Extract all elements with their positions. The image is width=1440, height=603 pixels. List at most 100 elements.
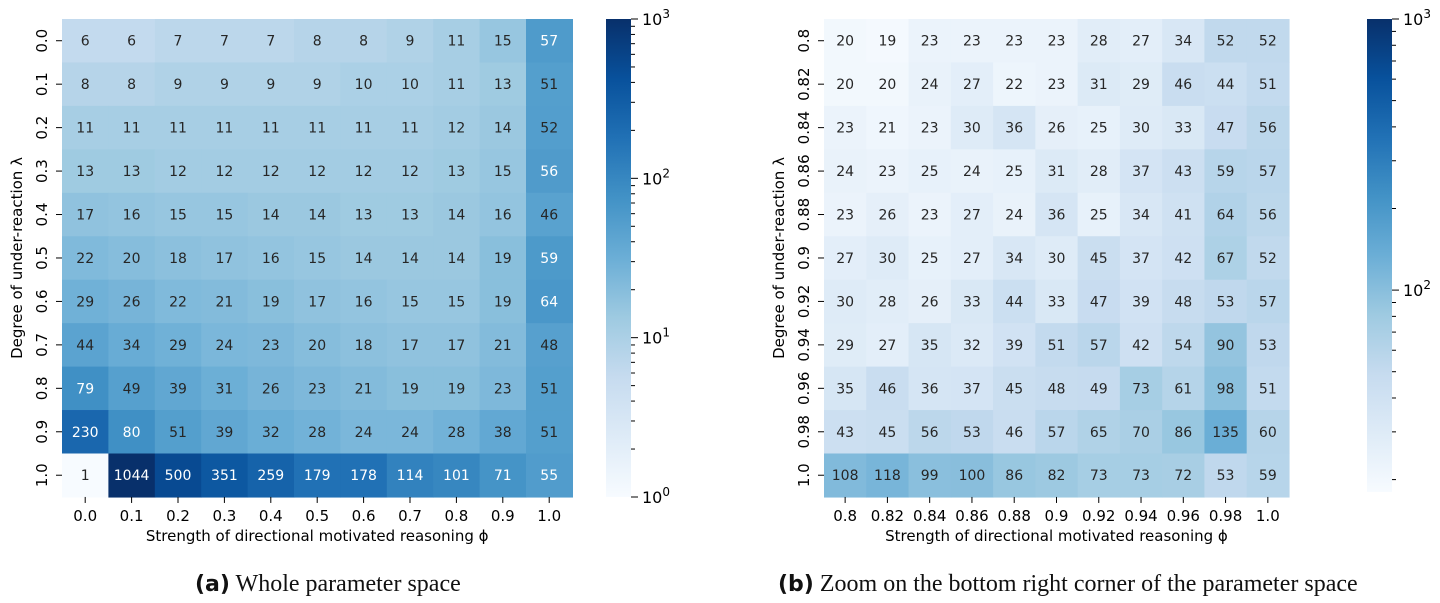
cell-value-label: 71: [494, 468, 512, 484]
heatmap-cell: [1246, 453, 1290, 498]
heatmap-cell: [1119, 279, 1163, 324]
cell-value-label: 19: [878, 34, 896, 50]
heatmap-cell: [433, 149, 481, 194]
heatmap-cell: [950, 453, 994, 498]
cell-value-label: 14: [401, 251, 419, 267]
y-tick-label: 0.8: [33, 376, 51, 400]
heatmap-cell: [154, 192, 202, 237]
cell-value-label: 16: [262, 251, 280, 267]
heatmap-cell: [1204, 366, 1248, 411]
cell-value-label: 16: [123, 208, 141, 224]
cell-value-label: 18: [169, 251, 187, 267]
cell-value-label: 8: [81, 77, 90, 93]
cell-value-label: 28: [878, 294, 896, 310]
cell-value-label: 20: [836, 77, 854, 93]
cell-value-label: 27: [836, 251, 854, 267]
heatmap-cell: [1204, 323, 1248, 368]
heatmap-cell: [433, 19, 481, 64]
heatmap-cell: [386, 62, 434, 107]
x-tick-label: 1.0: [1256, 507, 1280, 525]
cell-value-label: 20: [836, 34, 854, 50]
x-tick-label: 0.1: [120, 507, 144, 525]
cell-value-label: 11: [262, 121, 280, 137]
cell-value-label: 13: [401, 208, 419, 224]
heatmap-cell: [479, 62, 527, 107]
heatmap-cell: [247, 410, 295, 455]
heatmap-cell: [294, 19, 341, 64]
heatmap-cell: [1204, 453, 1248, 498]
heatmap-cell: [386, 279, 434, 324]
heatmap-cell: [866, 410, 910, 455]
heatmap-cell: [1077, 323, 1121, 368]
cell-value-label: 57: [1048, 425, 1066, 441]
cell-value-label: 30: [1048, 251, 1066, 267]
heatmap-cell: [1162, 149, 1206, 194]
cell-value-label: 52: [1259, 251, 1277, 267]
heatmap-cell: [526, 453, 573, 498]
cell-value-label: 37: [1132, 164, 1150, 180]
cell-value-label: 259: [257, 468, 284, 484]
cell-value-label: 21: [355, 381, 373, 397]
heatmap-cell: [62, 236, 109, 281]
heatmap-cell: [294, 236, 341, 281]
cell-value-label: 38: [494, 425, 512, 441]
heatmap-cell: [1204, 279, 1248, 324]
x-tick-label: 1.0: [537, 507, 561, 525]
cell-value-label: 24: [921, 77, 939, 93]
heatmap-cell: [201, 366, 249, 411]
heatmap-cell: [1035, 192, 1079, 237]
heatmap-cell: [993, 279, 1036, 324]
cell-value-label: 14: [262, 208, 280, 224]
cell-value-label: 44: [76, 338, 94, 354]
heatmap-cell: [1162, 19, 1206, 64]
cell-value-label: 21: [494, 338, 512, 354]
cell-value-label: 11: [215, 121, 233, 137]
cell-value-label: 61: [1174, 381, 1192, 397]
cell-value-label: 27: [878, 338, 896, 354]
heatmap-cell: [526, 410, 573, 455]
heatmap-cell: [201, 19, 249, 64]
cell-value-label: 48: [540, 338, 558, 354]
cell-value-label: 11: [169, 121, 187, 137]
cell-value-label: 56: [540, 164, 558, 180]
cell-value-label: 51: [1259, 381, 1277, 397]
heatmap-cell: [993, 366, 1036, 411]
y-tick-label: 0.4: [33, 203, 51, 227]
heatmap-cell: [908, 149, 952, 194]
cell-value-label: 19: [494, 294, 512, 310]
cell-value-label: 31: [1048, 164, 1066, 180]
cell-value-label: 33: [1174, 121, 1192, 137]
cell-value-label: 52: [540, 121, 558, 137]
cell-value-label: 25: [1005, 164, 1023, 180]
cell-value-label: 39: [1132, 294, 1150, 310]
cell-value-label: 60: [1259, 425, 1277, 441]
heatmap-cell: [950, 105, 994, 150]
y-tick-label: 0.7: [33, 333, 51, 357]
heatmap-cell: [1077, 192, 1121, 237]
cell-value-label: 9: [266, 77, 275, 93]
cell-value-label: 59: [540, 251, 558, 267]
heatmap-cell: [294, 453, 341, 498]
heatmap-cell: [1162, 366, 1206, 411]
heatmap-cell: [1077, 19, 1121, 64]
cell-value-label: 14: [447, 251, 465, 267]
cell-value-label: 73: [1090, 468, 1108, 484]
cell-value-label: 10: [401, 77, 419, 93]
cell-value-label: 34: [1132, 208, 1150, 224]
heatmap-cell: [993, 323, 1036, 368]
heatmap-cell: [108, 62, 156, 107]
heatmap-cell: [908, 323, 952, 368]
x-axis-label: Strength of directional motivated reason…: [146, 527, 489, 545]
heatmap-cell: [479, 410, 527, 455]
cell-value-label: 27: [963, 77, 981, 93]
heatmap-cell: [62, 149, 109, 194]
y-tick-label: 0.5: [33, 246, 51, 270]
cell-value-label: 27: [963, 208, 981, 224]
heatmap-cell: [340, 149, 388, 194]
cell-value-label: 9: [406, 34, 415, 50]
heatmap-cell: [866, 323, 910, 368]
heatmap-cell: [340, 453, 388, 498]
cell-value-label: 13: [494, 77, 512, 93]
cell-value-label: 8: [127, 77, 136, 93]
heatmap-cell: [993, 62, 1036, 107]
